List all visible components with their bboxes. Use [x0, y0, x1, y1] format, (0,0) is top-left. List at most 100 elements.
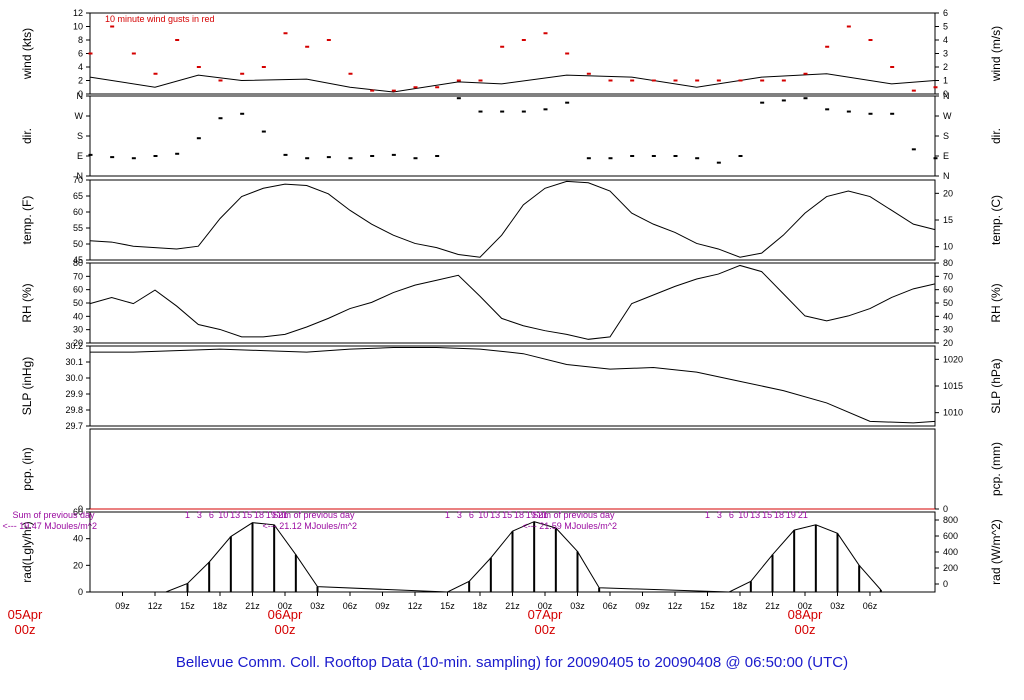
left-tick-label: 45	[73, 255, 83, 265]
date-time-label: 00z	[795, 622, 816, 637]
date-label: 08Apr	[788, 607, 823, 622]
hour-label: 21	[278, 510, 288, 520]
panel-humidity: 20 30 40 50 60 70 80 20 30 40 50 60 70 80 RH (%) RH (%)	[20, 258, 1003, 348]
panel-frame	[89, 345, 936, 427]
data-point	[695, 157, 700, 160]
left-tick-label: 40	[73, 534, 83, 544]
x-tick-label: 15z	[700, 601, 715, 611]
data-point	[673, 79, 678, 82]
data-point	[175, 152, 180, 155]
data-point	[283, 32, 288, 35]
right-tick-label: W	[943, 111, 952, 121]
left-tick-label: 70	[73, 175, 83, 185]
left-tick-label: 29.7	[65, 421, 83, 431]
right-tick-label: 20	[943, 188, 953, 198]
y-axis-label-left: SLP (inHg)	[20, 357, 34, 415]
data-point	[586, 72, 591, 75]
date-label: 06Apr	[268, 607, 303, 622]
hour-label: 19	[526, 510, 536, 520]
hour-label: 6	[209, 510, 214, 520]
y-axis-label-right: SLP (hPa)	[989, 358, 1003, 413]
right-tick-label: 1015	[943, 381, 963, 391]
x-tick-label: 12z	[668, 601, 683, 611]
daily-note-value: <--- 21.59 MJoules/m^2	[523, 521, 618, 531]
data-point	[716, 79, 721, 82]
left-tick-label: 30	[73, 325, 83, 335]
x-tick-label: 06z	[343, 601, 358, 611]
x-tick-label: 15z	[440, 601, 455, 611]
left-tick-label: 6	[78, 49, 83, 59]
data-point	[370, 155, 375, 157]
x-tick-label: 18z	[733, 601, 748, 611]
data-point	[305, 157, 310, 160]
right-tick-label: 10	[943, 242, 953, 252]
data-point	[846, 110, 851, 113]
data-point	[131, 52, 136, 55]
data-point	[911, 148, 916, 151]
data-point	[608, 157, 613, 160]
data-point	[196, 66, 201, 68]
right-tick-label: 0	[943, 89, 948, 99]
daily-note-title: Sum of previous day	[533, 510, 616, 520]
data-point	[326, 156, 331, 159]
data-point	[695, 79, 700, 82]
panel-pressure: 29.7 29.8 29.9 30.0 30.1 30.2 1010 1015 1020 SLP …	[20, 341, 1003, 431]
data-point	[456, 79, 461, 82]
hour-label: 19	[266, 510, 276, 520]
hour-label: 21	[538, 510, 548, 520]
data-point	[673, 155, 678, 157]
right-tick-label: 1	[943, 76, 948, 86]
data-point	[803, 72, 808, 75]
right-tick-label: 0	[943, 504, 948, 514]
panel-precipitation: 0 0 pcp. (in) pcp. (mm)	[20, 428, 1003, 514]
x-tick-label: 00z	[538, 601, 553, 611]
data-point	[478, 79, 483, 82]
right-tick-label: 70	[943, 271, 953, 281]
left-tick-label: 20	[73, 338, 83, 348]
data-point	[153, 155, 158, 157]
right-tick-label: 600	[943, 531, 958, 541]
radiation-envelope	[165, 521, 882, 593]
hour-label: 19	[786, 510, 796, 520]
data-point	[370, 89, 375, 92]
data-point	[586, 157, 591, 160]
right-tick-label: 30	[943, 325, 953, 335]
data-point	[456, 97, 461, 100]
panel-frame	[89, 12, 936, 95]
data-point	[738, 79, 743, 82]
left-tick-label: 55	[73, 223, 83, 233]
right-tick-label: N	[943, 171, 950, 181]
series-line	[90, 347, 936, 424]
hour-label: 10	[218, 510, 228, 520]
left-tick-label: 4	[78, 62, 83, 72]
x-tick-label: 03z	[830, 601, 845, 611]
right-tick-label: 2	[943, 62, 948, 72]
y-axis-label-right: RH (%)	[989, 283, 1003, 322]
series-line	[89, 73, 936, 93]
right-tick-label: 40	[943, 311, 953, 321]
x-tick-label: 21z	[505, 601, 520, 611]
y-axis-label-right: wind (m/s)	[989, 26, 1003, 82]
left-tick-label: 80	[73, 258, 83, 268]
data-point	[261, 66, 266, 68]
right-tick-label: 6	[943, 8, 948, 18]
right-tick-label: N	[943, 91, 950, 101]
hour-label: 18	[774, 510, 784, 520]
x-tick-label: 09z	[635, 601, 650, 611]
data-point	[348, 72, 353, 75]
data-point	[500, 110, 505, 113]
date-label: 05Apr	[8, 607, 43, 622]
left-tick-label: N	[77, 91, 84, 101]
data-point	[890, 112, 895, 115]
daily-note-title: Sum of previous day	[13, 510, 96, 520]
right-tick-label: 60	[943, 285, 953, 295]
left-tick-label: 0	[78, 587, 83, 597]
data-point	[305, 45, 310, 48]
left-tick-label: 50	[73, 239, 83, 249]
data-point	[630, 79, 635, 82]
data-point	[608, 79, 613, 82]
data-point	[781, 79, 786, 82]
daily-note-title: Sum of previous day	[273, 510, 356, 520]
